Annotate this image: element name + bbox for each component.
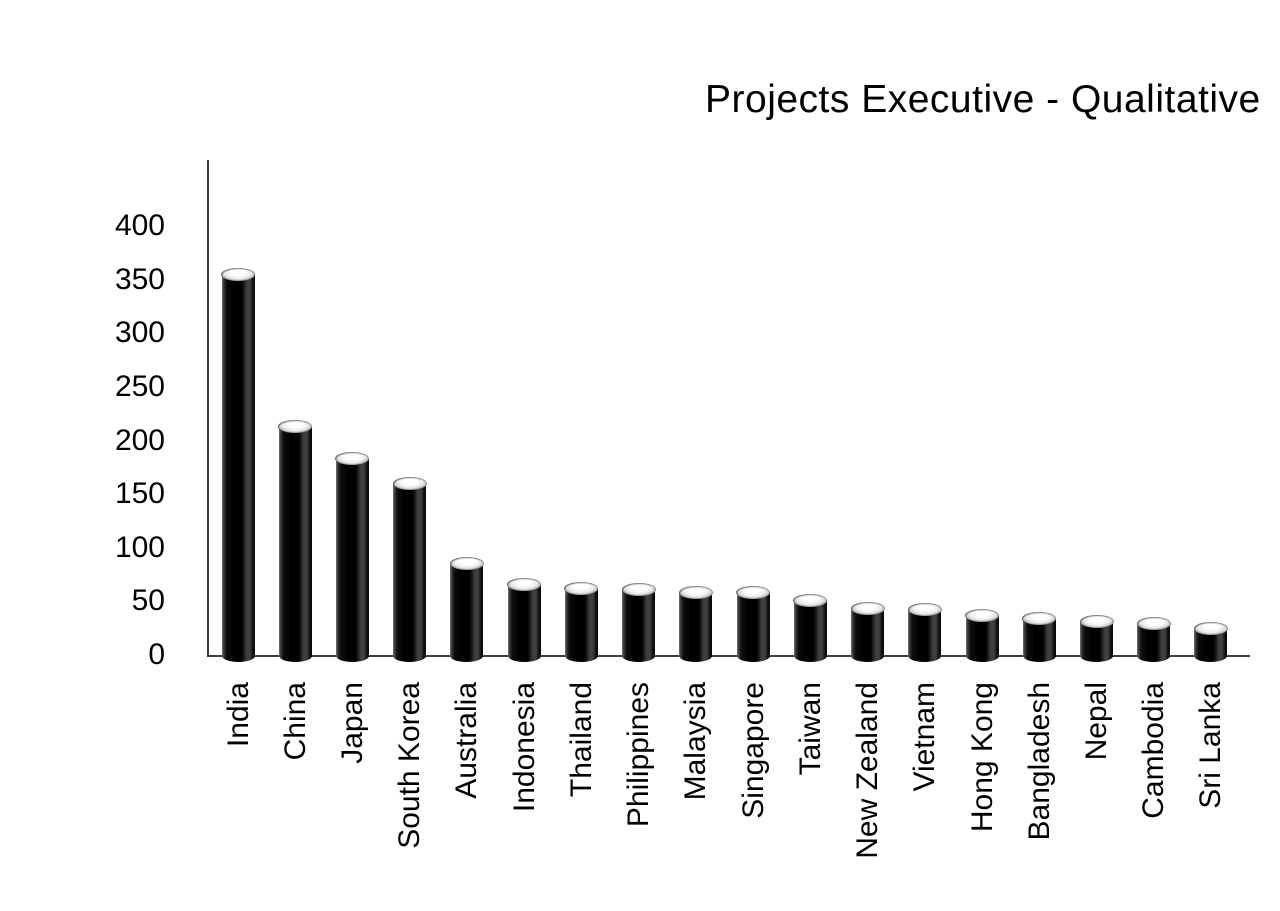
bar-top-ellipse-philippines [621,583,656,597]
x-axis-label-new-zealand: New Zealand [851,682,885,859]
x-axis-label-sri-lanka: Sri Lanka [1194,682,1228,809]
bar-top-ellipse-japan [335,452,370,466]
x-axis-label-japan: Japan [335,682,369,764]
bar-top-ellipse-thailand [564,582,599,595]
bar-top-ellipse-bangladesh [1022,612,1057,626]
y-axis-label: 300 [114,316,165,350]
y-axis-label: 0 [148,638,165,671]
bar-top-ellipse-taiwan [793,593,828,607]
bar-vietnam [908,609,942,662]
y-axis-label: 50 [131,584,165,618]
x-axis-label-india: India [221,682,255,748]
bar-australia [450,563,484,662]
bar-top-ellipse-cambodia [1136,617,1171,631]
x-axis-label-thailand: Thailand [564,682,598,798]
x-axis-label-vietnam: Vietnam [908,682,942,792]
x-axis-label-china: China [278,682,312,761]
bar-china [278,426,312,662]
bar-top-ellipse-hong-kong [965,608,1000,622]
x-axis-label-malaysia: Malaysia [679,682,713,801]
x-axis-label-philippines: Philippines [622,682,656,828]
bar-top-ellipse-china [278,420,313,434]
x-axis-label-singapore: Singapore [736,682,770,819]
bar-nepal [1080,621,1114,662]
x-axis-label-indonesia: Indonesia [507,682,541,813]
bar-top-ellipse-singapore [736,586,771,600]
bar-cambodia [1137,623,1171,662]
y-axis-label: 100 [114,530,165,564]
x-axis-label-cambodia: Cambodia [1137,682,1171,819]
x-axis-label-nepal: Nepal [1080,682,1114,761]
x-axis-label-taiwan: Taiwan [793,682,827,776]
bar-new-zealand [851,608,885,662]
y-axis-label: 350 [114,262,165,296]
y-axis-label: 200 [114,423,165,457]
bar-india [221,274,255,662]
bar-philippines [622,589,656,662]
y-axis-label: 250 [114,369,165,403]
bar-taiwan [793,600,827,662]
y-axis-label: 150 [114,477,165,511]
bar-singapore [736,592,770,662]
bar-top-ellipse-malaysia [678,586,713,600]
bar-thailand [564,588,598,662]
y-axis-line [207,160,209,657]
x-axis-label-bangladesh: Bangladesh [1022,682,1056,841]
x-axis-label-hong-kong: Hong Kong [965,682,999,833]
bar-malaysia [679,592,713,662]
bar-bangladesh [1022,618,1056,662]
bar-top-ellipse-indonesia [507,577,542,591]
y-axis-label: 400 [114,209,165,242]
bar-top-ellipse-new-zealand [850,602,885,616]
bar-hong-kong [965,615,999,662]
bar-top-ellipse-australia [449,557,484,571]
bar-south-korea [393,483,427,662]
chart-title: Projects Executive - Qualitative [705,78,1261,121]
x-axis-label-south-korea: South Korea [393,682,427,849]
bar-top-ellipse-vietnam [907,603,942,617]
bar-indonesia [507,584,541,662]
x-axis-line [207,655,1250,657]
bar-top-ellipse-india [221,267,255,281]
bar-top-ellipse-nepal [1079,615,1114,629]
bar-top-ellipse-south-korea [392,476,427,490]
bar-top-ellipse-sri-lanka [1193,621,1228,635]
bar-japan [335,458,369,662]
x-axis-label-australia: Australia [450,682,484,799]
